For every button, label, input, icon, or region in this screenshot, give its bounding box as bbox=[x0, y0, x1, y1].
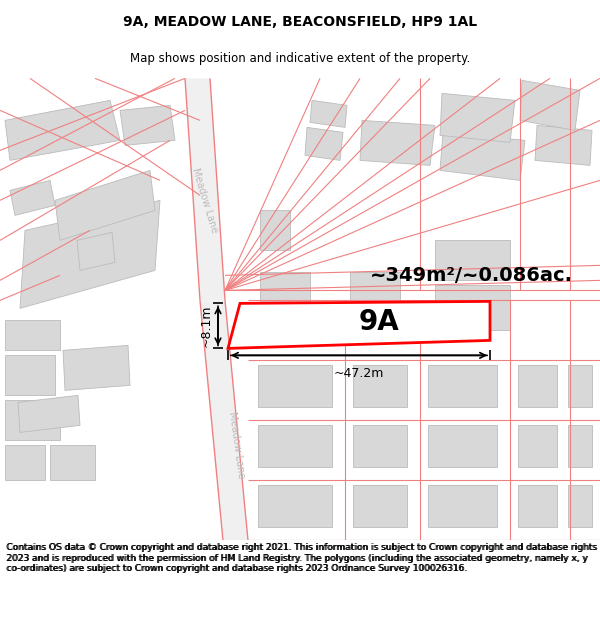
Polygon shape bbox=[428, 426, 497, 468]
Text: Contains OS data © Crown copyright and database right 2021. This information is : Contains OS data © Crown copyright and d… bbox=[6, 543, 596, 573]
Polygon shape bbox=[258, 426, 332, 468]
Polygon shape bbox=[353, 486, 407, 528]
Polygon shape bbox=[350, 272, 400, 308]
Polygon shape bbox=[568, 366, 592, 408]
Polygon shape bbox=[518, 426, 557, 468]
Text: 9A: 9A bbox=[359, 308, 400, 336]
Polygon shape bbox=[258, 486, 332, 528]
Polygon shape bbox=[200, 301, 248, 541]
Polygon shape bbox=[260, 272, 310, 308]
Text: Contains OS data © Crown copyright and database right 2021. This information is : Contains OS data © Crown copyright and d… bbox=[7, 543, 598, 573]
Polygon shape bbox=[5, 101, 120, 161]
Polygon shape bbox=[20, 201, 160, 308]
Polygon shape bbox=[18, 396, 80, 432]
Polygon shape bbox=[228, 301, 490, 348]
Polygon shape bbox=[120, 106, 175, 146]
Polygon shape bbox=[258, 366, 332, 408]
Polygon shape bbox=[10, 181, 55, 216]
Polygon shape bbox=[435, 241, 510, 281]
Polygon shape bbox=[5, 356, 55, 396]
Polygon shape bbox=[568, 486, 592, 528]
Text: Meadow Lane: Meadow Lane bbox=[227, 411, 247, 479]
Polygon shape bbox=[63, 346, 130, 391]
Polygon shape bbox=[55, 171, 155, 241]
Polygon shape bbox=[428, 486, 497, 528]
Polygon shape bbox=[353, 426, 407, 468]
Polygon shape bbox=[518, 486, 557, 528]
Polygon shape bbox=[440, 93, 515, 142]
Polygon shape bbox=[185, 78, 225, 301]
Polygon shape bbox=[360, 121, 435, 166]
Polygon shape bbox=[440, 132, 525, 181]
Polygon shape bbox=[518, 366, 557, 408]
Polygon shape bbox=[435, 286, 510, 331]
Polygon shape bbox=[353, 366, 407, 408]
Polygon shape bbox=[50, 446, 95, 481]
Polygon shape bbox=[520, 81, 580, 131]
Polygon shape bbox=[568, 426, 592, 468]
Polygon shape bbox=[5, 446, 45, 481]
Polygon shape bbox=[305, 127, 343, 161]
Text: ~47.2m: ~47.2m bbox=[334, 368, 384, 381]
Text: Map shows position and indicative extent of the property.: Map shows position and indicative extent… bbox=[130, 52, 470, 65]
Polygon shape bbox=[260, 211, 290, 251]
Polygon shape bbox=[5, 321, 60, 351]
Text: 9A, MEADOW LANE, BEACONSFIELD, HP9 1AL: 9A, MEADOW LANE, BEACONSFIELD, HP9 1AL bbox=[123, 15, 477, 29]
Polygon shape bbox=[5, 401, 60, 441]
Polygon shape bbox=[428, 366, 497, 408]
Text: ~8.1m: ~8.1m bbox=[200, 304, 213, 347]
Text: ~349m²/~0.086ac.: ~349m²/~0.086ac. bbox=[370, 266, 573, 285]
Polygon shape bbox=[310, 101, 347, 127]
Polygon shape bbox=[77, 232, 115, 271]
Polygon shape bbox=[535, 126, 592, 166]
Text: Meadow Lane: Meadow Lane bbox=[190, 167, 220, 234]
